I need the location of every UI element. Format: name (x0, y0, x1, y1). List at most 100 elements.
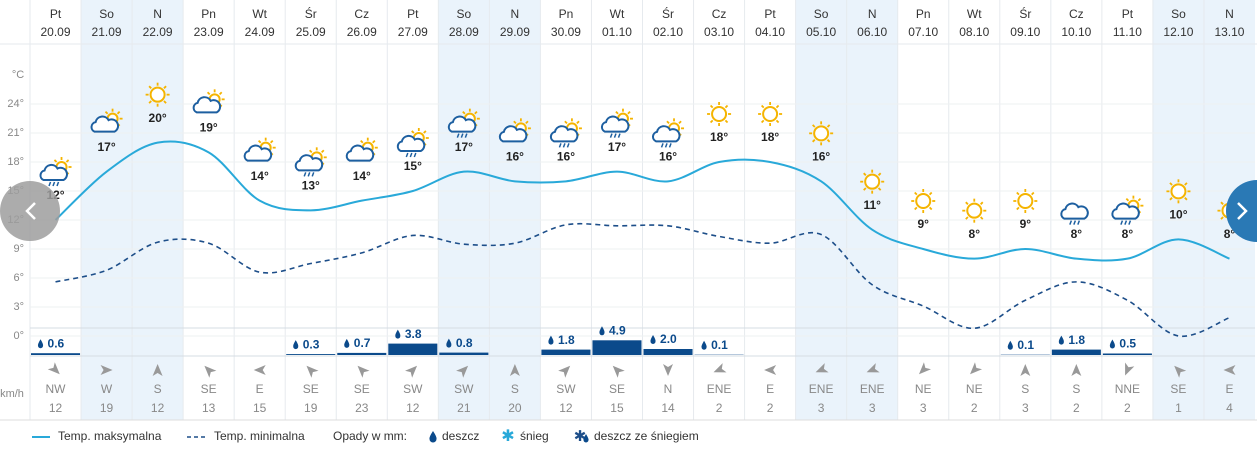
temp-label: 8° (1224, 227, 1236, 241)
wind-speed: 19 (100, 401, 114, 415)
rain-icon (56, 181, 60, 187)
wind-direction: E (1225, 382, 1233, 396)
sun-icon (707, 102, 732, 126)
temp-label: 9° (917, 217, 929, 231)
wind-speed: 2 (1124, 401, 1131, 415)
weekday: Cz (1069, 7, 1084, 21)
next-button[interactable] (1226, 180, 1257, 242)
cloud-icon (498, 125, 528, 143)
temp-label: 16° (659, 150, 677, 164)
drop-icon (446, 338, 452, 348)
weekend-band (81, 0, 133, 420)
wind-speed: 2 (1073, 401, 1080, 415)
temp-label: 10° (1169, 208, 1187, 222)
weekday: So (99, 7, 114, 21)
weekend-band (438, 0, 490, 420)
y-tick-label: 18° (7, 156, 24, 168)
precip-bar (286, 354, 336, 355)
cloud-icon (600, 115, 630, 133)
rain-icon (303, 172, 307, 177)
wind-arrow (306, 365, 319, 378)
drop-icon (1109, 339, 1115, 349)
y-tick-label: 3° (13, 301, 24, 313)
sun-ray (877, 172, 882, 176)
sun-ray (104, 110, 109, 115)
temp-label: 20° (149, 111, 167, 125)
date: 07.10 (908, 25, 938, 39)
wind-speed: 2 (716, 401, 723, 415)
wind-speed: 23 (355, 401, 369, 415)
y-axis-label: °C (12, 69, 24, 81)
wind-arrow (713, 363, 727, 373)
sun-icon (860, 169, 885, 194)
weekday: Pn (201, 7, 216, 21)
drop-icon (293, 340, 299, 350)
legend-label: Opady w mm: (333, 429, 407, 443)
wind-direction: S (511, 382, 519, 396)
precip-bar (643, 349, 693, 355)
wind-speed: 12 (151, 401, 165, 415)
wind-speed: 12 (559, 401, 573, 415)
legend-label: Temp. maksymalna (58, 429, 162, 443)
prev-button[interactable] (0, 181, 60, 241)
rain-icon (660, 143, 664, 148)
sun-ray (826, 124, 831, 128)
cloud-icon (345, 144, 375, 162)
weekday: N (153, 7, 162, 21)
drop-icon (701, 340, 707, 350)
rain-icon (413, 152, 417, 158)
wind-speed: 3 (818, 401, 825, 415)
sun-ray (1137, 197, 1142, 202)
date: 29.09 (500, 25, 530, 39)
temp-label: 9° (1020, 217, 1032, 231)
sun-disc (813, 125, 830, 142)
drop-icon (344, 338, 350, 348)
sun-ray (513, 120, 517, 125)
wind-arrow (1071, 364, 1082, 376)
sun-ray (163, 100, 167, 104)
wind-speed: 12 (406, 401, 420, 415)
wind-direction: NE (915, 382, 932, 396)
sun-ray (1169, 197, 1173, 201)
temp-label: 16° (506, 150, 524, 164)
precip-label: 0.1 (711, 338, 728, 352)
temp-label: 18° (710, 130, 728, 144)
wind-speed: 15 (610, 401, 624, 415)
wind-arrow (152, 364, 163, 376)
legend-label: deszcz ze śniegiem (594, 429, 699, 443)
cloud-icon (192, 96, 222, 114)
date: 27.09 (398, 25, 428, 39)
temp-label: 16° (557, 150, 575, 164)
wind-arrow (456, 365, 469, 378)
wind-speed: 2 (767, 401, 774, 415)
rain-icon (1120, 220, 1124, 225)
wind-direction: E (766, 382, 774, 396)
precip-bar (439, 352, 489, 355)
sun-ray (474, 110, 478, 115)
temp-label: 18° (761, 130, 779, 144)
sun-ray (678, 120, 682, 125)
sun-ray (1184, 182, 1188, 186)
date: 13.10 (1214, 25, 1244, 39)
rain-icon (52, 181, 56, 187)
legend-icon: ✱ (574, 428, 587, 445)
legend-icon (429, 431, 437, 443)
date: 06.10 (857, 25, 887, 39)
y-tick-label: 21° (7, 127, 24, 139)
sun-disc (966, 202, 983, 219)
date: 05.10 (806, 25, 836, 39)
weekday: Cz (712, 7, 727, 21)
weekday: Pt (407, 7, 419, 21)
temp-label: 14° (251, 169, 269, 183)
wind-arrow (1223, 365, 1236, 375)
wind-direction: W (101, 382, 113, 396)
rain-icon (617, 133, 621, 138)
sun-icon (758, 102, 783, 126)
max-temp-line (54, 140, 1230, 262)
wind-arrow (815, 363, 829, 373)
sun-ray (309, 149, 313, 154)
sun-ray (627, 110, 631, 115)
wind-direction: NNE (1115, 382, 1140, 396)
wind-speed: 14 (661, 401, 675, 415)
wind-speed: 4 (1226, 401, 1233, 415)
